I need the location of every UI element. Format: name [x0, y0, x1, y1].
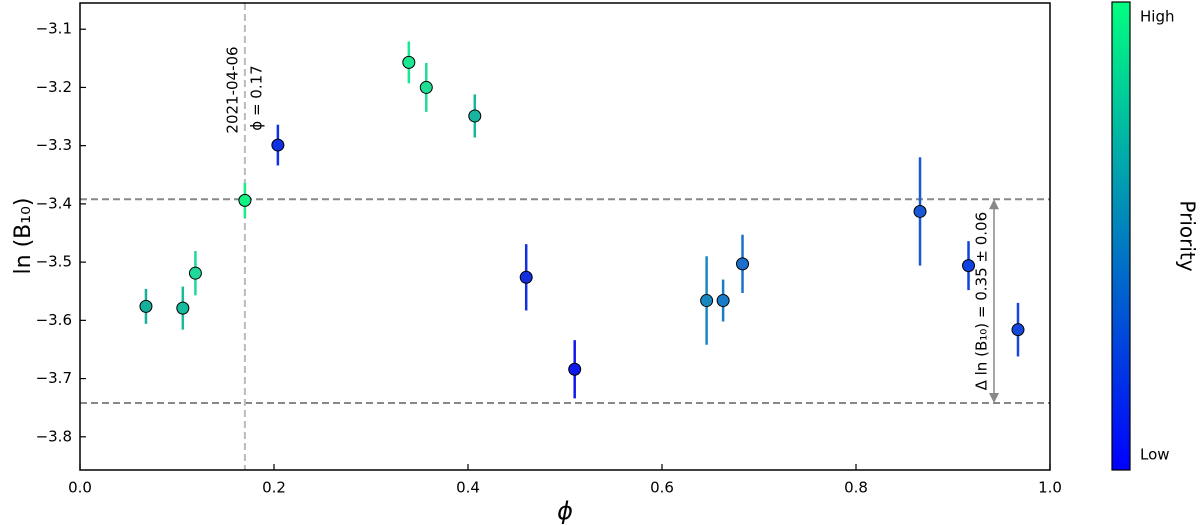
x-tick-label: 0.4	[456, 479, 480, 497]
x-tick-label: 0.6	[650, 479, 674, 497]
y-tick-label: −3.2	[36, 78, 72, 96]
point	[188, 266, 202, 280]
point	[402, 55, 416, 69]
point	[700, 294, 714, 308]
colorbar-label: Priority	[1176, 200, 1200, 271]
point	[419, 80, 433, 94]
annotation-arrowhead	[989, 199, 999, 210]
point	[271, 138, 285, 152]
point	[913, 204, 927, 218]
point	[962, 259, 976, 273]
x-tick-label: 0.0	[68, 479, 92, 497]
annotation: Δ ln (B₁₀) = 0.35 ± 0.06	[973, 212, 991, 391]
colorbar-low: Low	[1140, 446, 1170, 464]
y-tick-label: −3.6	[36, 311, 72, 329]
y-tick-label: −3.4	[36, 194, 72, 212]
point	[519, 270, 533, 284]
point	[468, 109, 482, 123]
annotation: ϕ = 0.17	[247, 65, 265, 130]
x-tick-label: 0.8	[844, 479, 868, 497]
point	[176, 301, 190, 315]
colorbar-high: High	[1140, 8, 1174, 26]
y-tick-label: −3.1	[36, 20, 72, 38]
plot-frame	[79, 2, 1051, 471]
x-tick-label: 0.2	[262, 479, 286, 497]
point	[238, 193, 252, 207]
point	[716, 294, 730, 308]
annotation: 2021-04-06	[223, 46, 241, 133]
y-tick-label: −3.3	[36, 136, 72, 154]
colorbar	[1111, 1, 1131, 471]
y-axis-label: ln (B₁₀)	[11, 198, 36, 275]
y-tick-label: −3.8	[36, 427, 72, 445]
y-tick-label: −3.5	[36, 253, 72, 271]
x-tick-label: 1.0	[1038, 479, 1062, 497]
point	[568, 362, 582, 376]
y-tick-label: −3.7	[36, 369, 72, 387]
point	[139, 299, 153, 313]
point	[1011, 323, 1025, 337]
annotation-arrowhead	[989, 393, 999, 404]
x-axis-label: ϕ	[557, 497, 573, 525]
point	[736, 257, 750, 271]
